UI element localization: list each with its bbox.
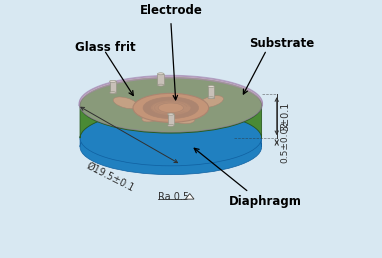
Polygon shape: [80, 110, 262, 147]
Text: 0.5±0.02: 0.5±0.02: [280, 122, 290, 164]
Text: Diaphragm: Diaphragm: [229, 195, 302, 208]
Polygon shape: [79, 75, 262, 106]
Text: Glass frit: Glass frit: [75, 41, 136, 54]
Text: Ø19.5±0.1: Ø19.5±0.1: [85, 161, 136, 194]
Ellipse shape: [151, 100, 191, 116]
Ellipse shape: [143, 97, 199, 119]
Ellipse shape: [158, 103, 183, 113]
Text: Electrode: Electrode: [139, 4, 202, 17]
Ellipse shape: [79, 76, 262, 132]
Ellipse shape: [168, 124, 174, 126]
Ellipse shape: [80, 119, 262, 175]
Ellipse shape: [80, 78, 262, 133]
Ellipse shape: [208, 97, 214, 99]
Text: 3±0.1: 3±0.1: [280, 101, 291, 131]
Bar: [208, 86, 214, 98]
Ellipse shape: [110, 92, 116, 94]
Ellipse shape: [142, 114, 159, 122]
Polygon shape: [80, 78, 262, 138]
Ellipse shape: [172, 115, 195, 124]
Bar: [168, 114, 174, 125]
Ellipse shape: [110, 80, 116, 82]
Text: Ra 0.5: Ra 0.5: [158, 192, 189, 202]
Text: Substrate: Substrate: [249, 37, 314, 50]
Bar: [157, 74, 164, 85]
Ellipse shape: [157, 73, 164, 75]
Ellipse shape: [80, 110, 262, 166]
Ellipse shape: [199, 96, 223, 107]
Polygon shape: [185, 194, 194, 199]
Ellipse shape: [208, 85, 214, 87]
Ellipse shape: [113, 97, 138, 109]
Ellipse shape: [157, 84, 164, 86]
Ellipse shape: [168, 113, 174, 115]
Ellipse shape: [133, 93, 209, 122]
Bar: [110, 81, 116, 93]
